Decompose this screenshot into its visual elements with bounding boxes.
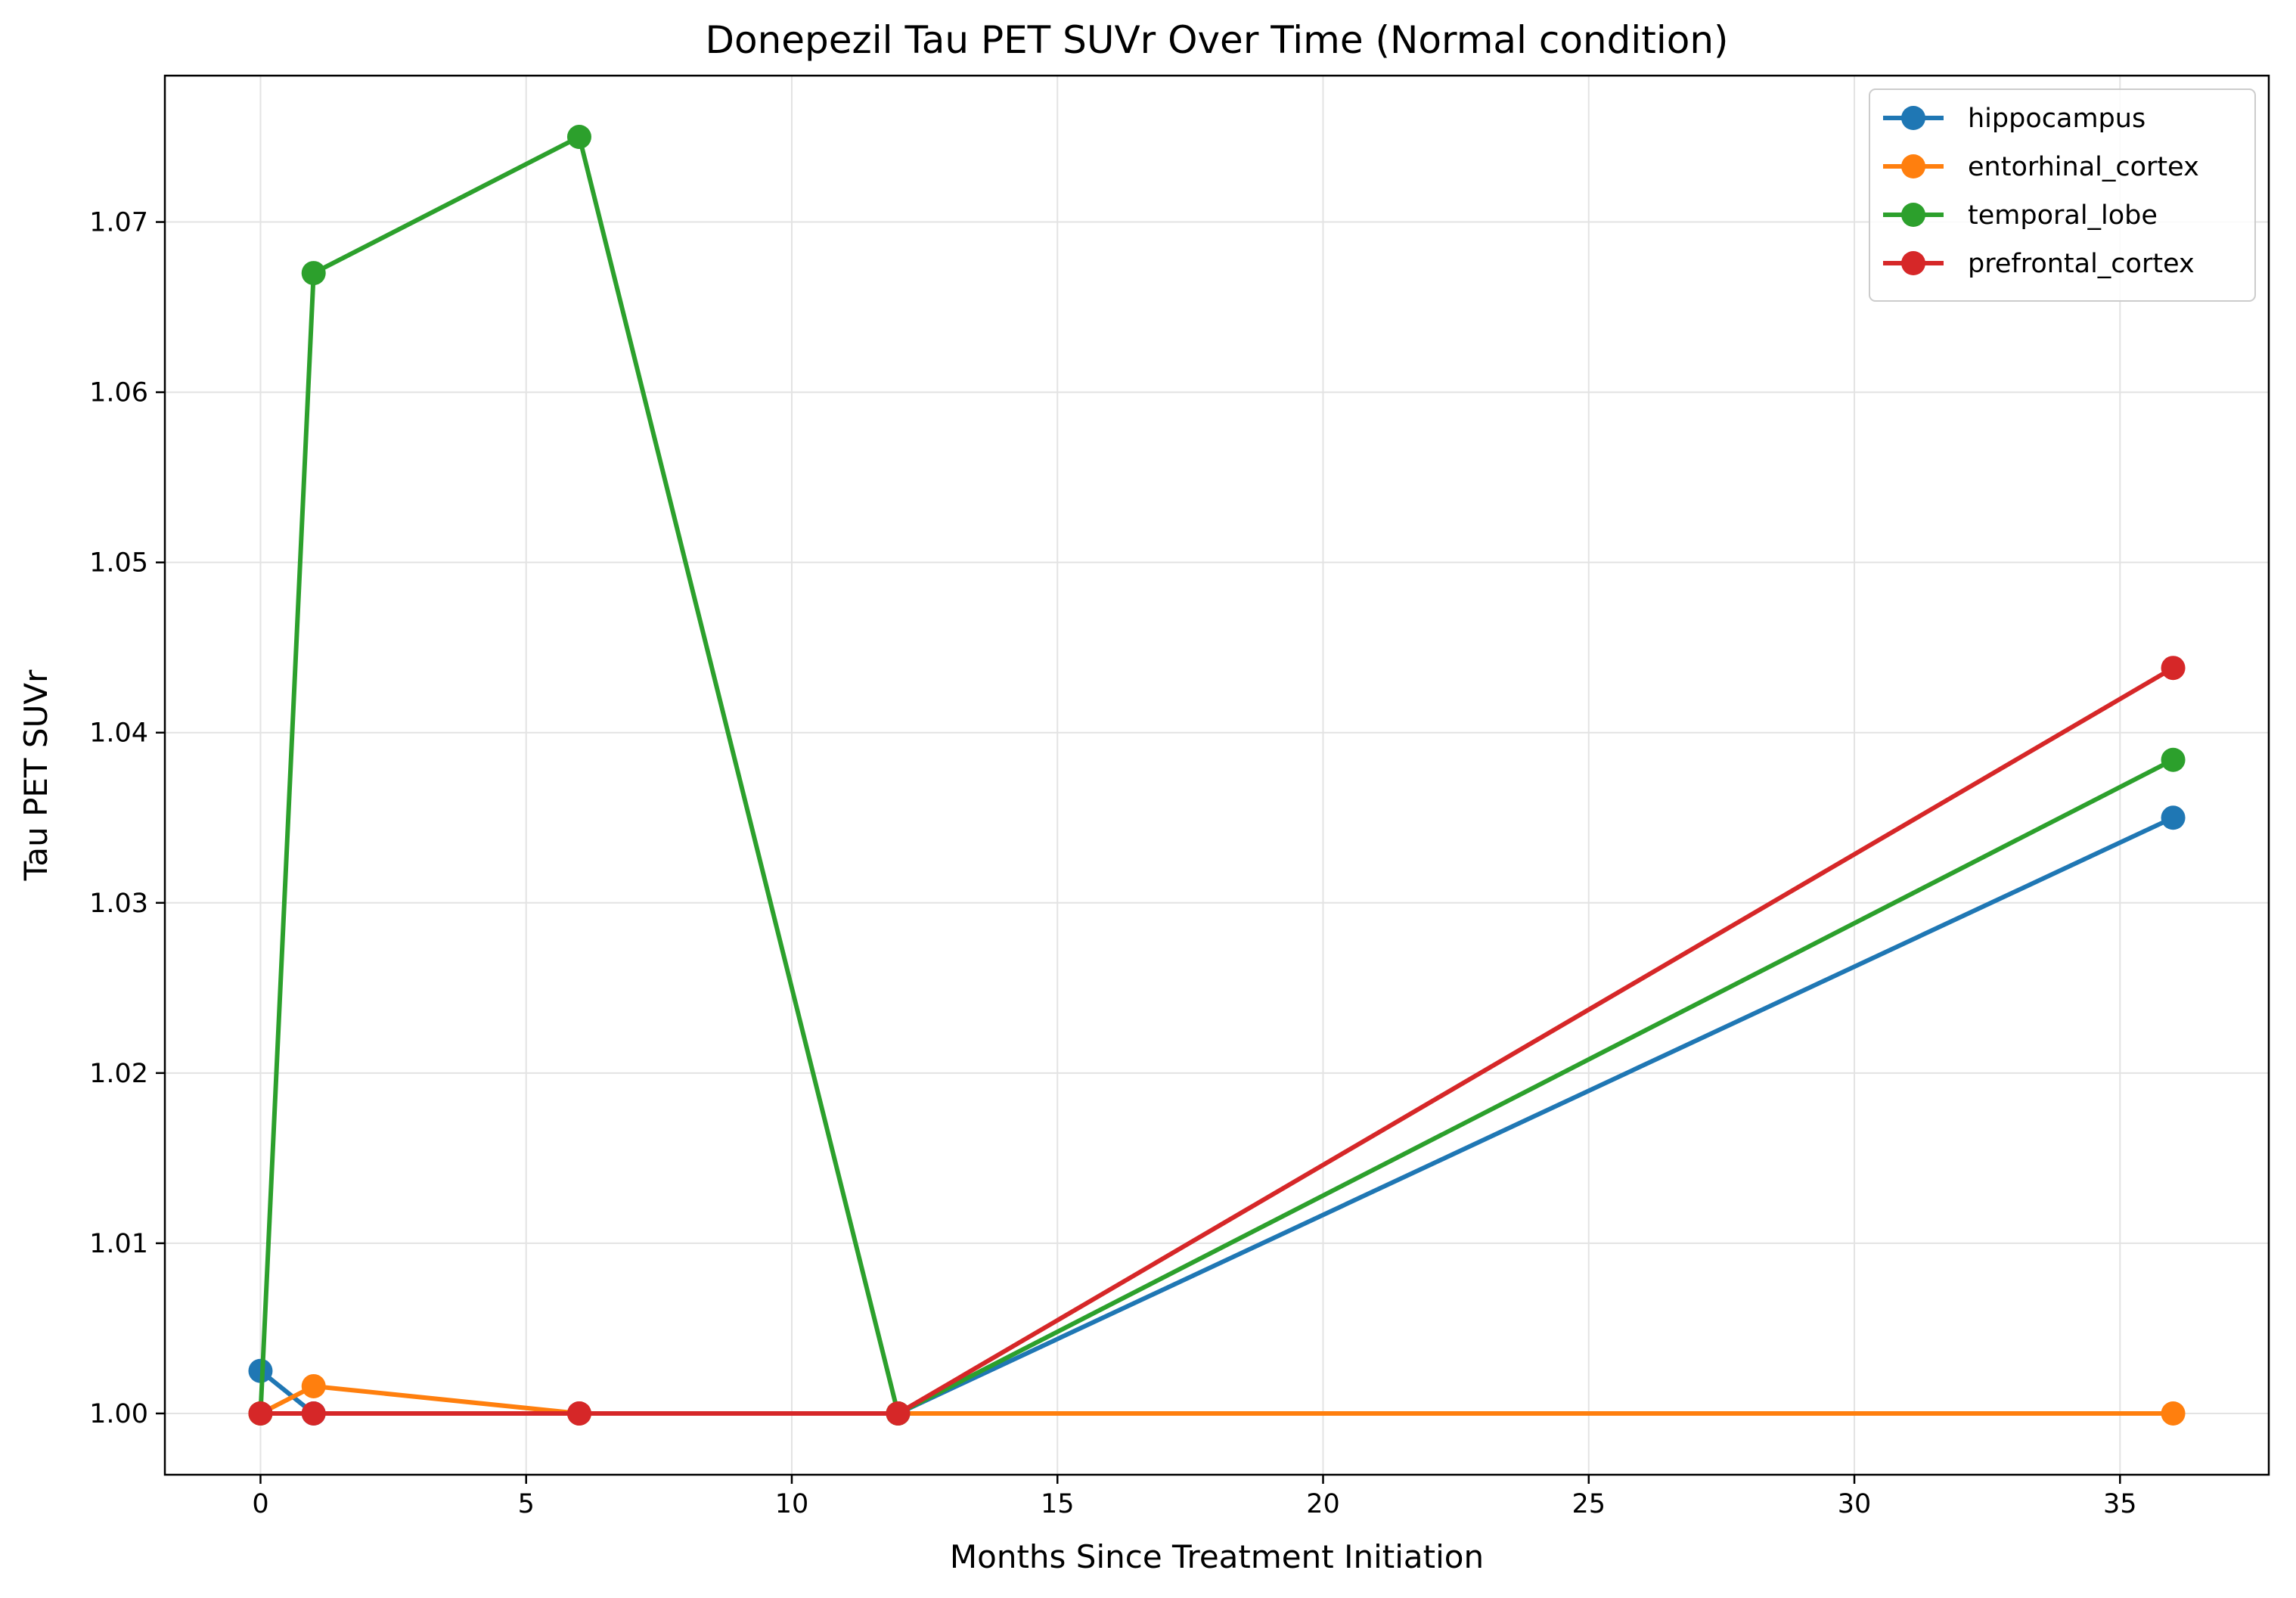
y-axis-label: Tau PET SUVr: [17, 669, 54, 881]
data-point: [2161, 805, 2186, 830]
x-axis-label: Months Since Treatment Initiation: [950, 1538, 1484, 1575]
chart-title: Donepezil Tau PET SUVr Over Time (Normal…: [705, 18, 1728, 62]
y-tick-label: 1.01: [89, 1229, 148, 1259]
y-tick-label: 1.00: [89, 1399, 148, 1429]
y-tick-label: 1.06: [89, 378, 148, 408]
x-tick-label: 20: [1306, 1489, 1340, 1519]
x-tick-label: 5: [518, 1489, 535, 1519]
y-tick-label: 1.03: [89, 889, 148, 919]
x-tick-label: 10: [775, 1489, 809, 1519]
y-tick-label: 1.04: [89, 718, 148, 749]
legend-label: temporal_lobe: [1968, 200, 2158, 231]
legend-item: prefrontal_cortex: [1883, 249, 2195, 279]
y-tick-label: 1.05: [89, 548, 148, 579]
legend-label: entorhinal_cortex: [1968, 152, 2199, 182]
x-tick-label: 0: [252, 1489, 268, 1519]
x-tick-label: 15: [1041, 1489, 1075, 1519]
legend-item: entorhinal_cortex: [1883, 152, 2199, 182]
data-point: [2161, 656, 2186, 681]
legend-label: hippocampus: [1968, 104, 2146, 134]
data-point: [2161, 747, 2186, 772]
series-prefrontal-cortex: [248, 656, 2186, 1426]
data-point: [301, 1373, 326, 1398]
data-point: [248, 1401, 273, 1426]
x-tick-label: 30: [1838, 1489, 1872, 1519]
data-point: [566, 1401, 591, 1426]
data-point: [301, 1401, 326, 1426]
legend: hippocampus entorhinal_cortex temporal_lob…: [1869, 88, 2256, 302]
legend-marker: [1901, 251, 1925, 275]
series-layer: [248, 125, 2186, 1426]
legend-marker: [1901, 106, 1925, 130]
axis-layer: 0 5 10 15 20 25 30 35 1.00 1.01 1.02 1.03 1.04 1.05 1.…: [89, 208, 2137, 1519]
legend-item: hippocampus: [1883, 104, 2146, 134]
data-point: [301, 261, 326, 286]
legend-marker: [1901, 203, 1925, 227]
data-point: [566, 125, 591, 150]
plot-frame: [163, 74, 2270, 1476]
data-point: [886, 1401, 911, 1426]
y-tick-label: 1.07: [89, 208, 148, 238]
y-tick-label: 1.02: [89, 1059, 148, 1089]
legend-label: prefrontal_cortex: [1968, 249, 2195, 279]
legend-marker: [1901, 154, 1925, 178]
x-tick-label: 35: [2103, 1489, 2137, 1519]
x-tick-label: 25: [1572, 1489, 1606, 1519]
legend-item: temporal_lobe: [1883, 200, 2158, 231]
legend-box: [1869, 88, 2256, 302]
data-point: [2161, 1401, 2186, 1426]
